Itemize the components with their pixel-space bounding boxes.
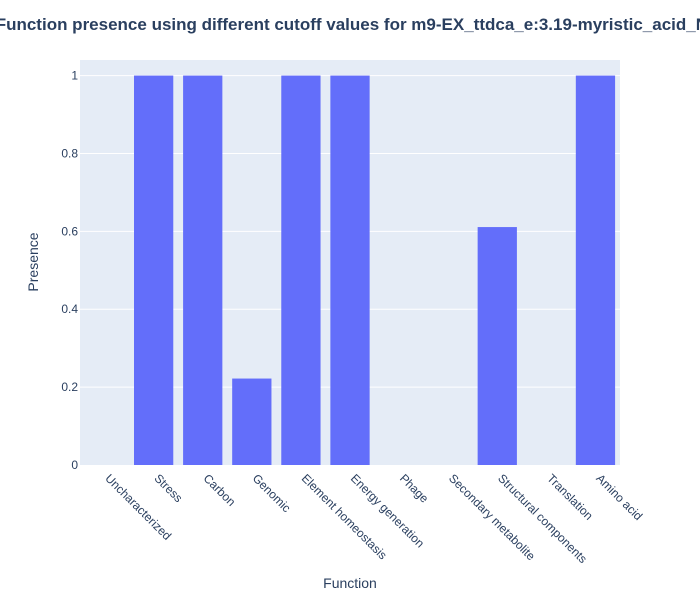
bar-stress bbox=[134, 75, 174, 466]
x-tick-label: Phage bbox=[397, 471, 432, 506]
bars bbox=[134, 75, 616, 466]
x-tick-label: Structural components bbox=[495, 471, 590, 566]
bar-genomic bbox=[232, 378, 272, 465]
x-axis-label: Function bbox=[323, 575, 377, 591]
y-tick-label: 0.6 bbox=[61, 224, 78, 238]
y-axis-label: Presence bbox=[25, 232, 41, 291]
y-tick-label: 1 bbox=[71, 69, 78, 83]
bar-carbon bbox=[183, 75, 223, 466]
x-tick-label: Element homeostasis bbox=[299, 471, 390, 562]
y-tick-label: 0.8 bbox=[61, 146, 78, 160]
chart-title: Function presence using different cutoff… bbox=[0, 15, 700, 34]
x-tick-label: Genomic bbox=[250, 471, 294, 515]
x-tick-label: Stress bbox=[152, 471, 186, 505]
bar-energy-generation bbox=[330, 75, 370, 466]
bar-amino-acid bbox=[575, 75, 616, 466]
x-tick-label: Translation bbox=[544, 471, 596, 523]
bar-element-homeostasis bbox=[281, 75, 321, 466]
y-tick-label: 0.2 bbox=[61, 380, 78, 394]
y-tick-label: 0 bbox=[71, 458, 78, 472]
x-tick-label: Secondary metabolite bbox=[446, 471, 538, 563]
x-tick-label: Amino acid bbox=[593, 471, 645, 523]
y-tick-label: 0.4 bbox=[61, 302, 78, 316]
bar-structural-components bbox=[477, 227, 517, 465]
x-tick-label: Carbon bbox=[201, 471, 239, 509]
y-tick-labels: 0 0.2 0.4 0.6 0.8 1 bbox=[61, 69, 78, 472]
